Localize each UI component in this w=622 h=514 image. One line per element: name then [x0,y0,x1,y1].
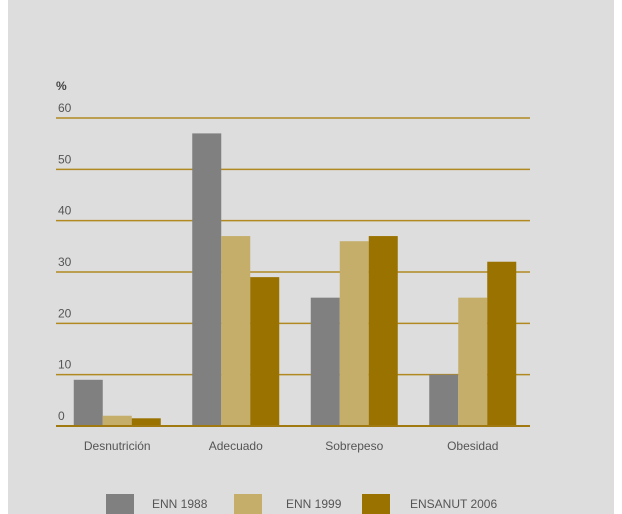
legend-swatch [234,494,262,514]
y-tick-label: 50 [58,152,72,166]
bar [102,415,132,426]
bar [131,418,161,426]
x-axis-categories: Desnutrición Adecuado Sobrepeso Obesidad [84,439,499,453]
legend-swatch [362,494,390,514]
legend-swatch [106,494,134,514]
legend-label: ENN 1999 [286,497,342,511]
bars [73,133,517,426]
y-tick-label: 0 [58,409,65,423]
gridlines [56,117,530,376]
bar [339,241,369,426]
bar [73,379,103,426]
y-unit-label: % [56,79,67,93]
x-category-label: Adecuado [209,439,263,453]
bar [368,236,398,426]
legend-label: ENN 1988 [152,497,208,511]
y-axis-ticks: 0 10 20 30 40 50 60 [58,101,72,423]
bar [221,236,251,426]
bar [458,297,488,426]
legend-label: ENSANUT 2006 [410,497,498,511]
x-category-label: Desnutrición [84,439,151,453]
y-tick-label: 10 [58,358,72,372]
chart-panel [8,0,614,514]
y-tick-label: 30 [58,255,72,269]
x-category-label: Obesidad [447,439,498,453]
legend: ENN 1988 ENN 1999 ENSANUT 2006 [0,494,622,514]
bar [310,297,340,426]
bar [250,277,280,426]
bar [429,374,459,426]
bar [192,133,222,426]
y-tick-label: 20 [58,306,72,320]
y-tick-label: 60 [58,101,72,115]
x-category-label: Sobrepeso [325,439,383,453]
bar [487,261,517,426]
y-tick-label: 40 [58,204,72,218]
